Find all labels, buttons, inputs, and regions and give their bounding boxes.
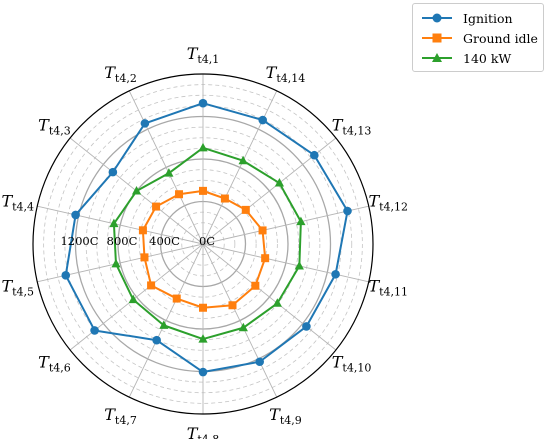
axis-label: Tt4,2 bbox=[104, 63, 137, 85]
140kw-marker-icon bbox=[422, 53, 452, 62]
axis-label: Tt4,13 bbox=[332, 116, 372, 138]
spoke-line bbox=[128, 243, 204, 398]
spoke-line bbox=[202, 243, 369, 283]
data-point bbox=[175, 190, 184, 199]
data-point bbox=[258, 115, 267, 125]
data-point bbox=[172, 294, 181, 303]
data-point bbox=[198, 142, 208, 152]
data-point bbox=[138, 226, 147, 235]
axis-label: Tt4,1 bbox=[187, 44, 220, 66]
data-point bbox=[152, 202, 161, 211]
data-point bbox=[220, 194, 229, 203]
radial-tick-label: 1200C bbox=[60, 234, 98, 248]
axis-label: Tt4,3 bbox=[38, 116, 71, 138]
ignition-marker-icon bbox=[422, 13, 452, 23]
data-point bbox=[238, 322, 248, 332]
legend-label: Ground idle bbox=[463, 30, 538, 46]
spoke-line bbox=[202, 205, 369, 245]
data-point bbox=[251, 281, 260, 290]
radar-series bbox=[61, 98, 352, 377]
axis-label: Tt4,6 bbox=[38, 352, 71, 374]
data-point bbox=[71, 210, 80, 220]
data-point bbox=[199, 186, 207, 195]
data-point bbox=[274, 178, 285, 187]
radial-tick-label: 800C bbox=[107, 234, 138, 248]
legend-item-ground-idle: Ground idle bbox=[421, 28, 538, 48]
axis-label: Tt4,14 bbox=[266, 63, 306, 85]
data-point bbox=[109, 218, 119, 228]
minor-grid-circle bbox=[149, 190, 257, 298]
outer-frame bbox=[32, 73, 374, 415]
axis-label: Tt4,7 bbox=[104, 405, 137, 427]
spoke-line bbox=[202, 243, 278, 398]
data-point bbox=[331, 269, 340, 279]
legend-item-140kw: 140 kW bbox=[421, 48, 511, 68]
data-point bbox=[140, 253, 149, 262]
minor-grid-circle bbox=[128, 169, 278, 319]
axis-label: Tt4,10 bbox=[332, 352, 372, 374]
data-point bbox=[152, 335, 161, 345]
data-point bbox=[302, 322, 311, 331]
data-point bbox=[228, 301, 237, 310]
data-point bbox=[159, 320, 169, 329]
data-point bbox=[147, 281, 156, 290]
data-point bbox=[164, 168, 174, 177]
radar-grid bbox=[32, 73, 374, 415]
axis-label: Tt4,8 bbox=[187, 424, 220, 439]
axis-label: Tt4,12 bbox=[368, 192, 408, 214]
legend-label: Ignition bbox=[463, 10, 513, 26]
data-point bbox=[140, 119, 150, 128]
data-point bbox=[198, 334, 208, 343]
ground-idle-marker-icon bbox=[422, 33, 452, 43]
spoke-line bbox=[202, 243, 337, 351]
data-point bbox=[111, 258, 121, 268]
legend-label: 140 kW bbox=[463, 50, 512, 66]
data-point bbox=[131, 186, 142, 195]
data-point bbox=[108, 167, 118, 177]
data-point bbox=[310, 150, 319, 160]
axis-label: Tt4,4 bbox=[1, 192, 34, 214]
axis-label: Tt4,5 bbox=[1, 276, 34, 298]
data-point bbox=[128, 294, 138, 304]
data-point bbox=[198, 367, 208, 377]
axis-labels: 0C 400C 800C 1200C Tt4,1 Tt4,14 Tt4,13 Tt4,12 Tt… bbox=[1, 44, 408, 439]
axis-label: Tt4,9 bbox=[269, 405, 302, 427]
data-point bbox=[238, 155, 248, 165]
data-point bbox=[199, 303, 207, 312]
data-point bbox=[90, 326, 99, 335]
data-point bbox=[61, 271, 71, 280]
radial-tick-label: 0C bbox=[199, 234, 215, 248]
legend-item-ignition: Ignition bbox=[421, 8, 513, 28]
data-point bbox=[272, 298, 282, 307]
radial-tick-label: 400C bbox=[149, 234, 180, 248]
data-point bbox=[241, 205, 250, 214]
axis-label: Tt4,11 bbox=[368, 276, 408, 298]
data-point bbox=[258, 226, 267, 235]
data-point bbox=[198, 98, 208, 108]
legend: Ignition Ground idle 140 kW bbox=[412, 3, 544, 72]
data-point bbox=[343, 206, 352, 216]
spoke-line bbox=[128, 90, 204, 245]
spoke-line bbox=[37, 205, 204, 245]
data-point bbox=[296, 216, 306, 226]
data-point bbox=[294, 260, 304, 270]
spoke-line bbox=[69, 243, 204, 351]
data-point bbox=[255, 357, 265, 367]
data-point bbox=[261, 254, 270, 263]
